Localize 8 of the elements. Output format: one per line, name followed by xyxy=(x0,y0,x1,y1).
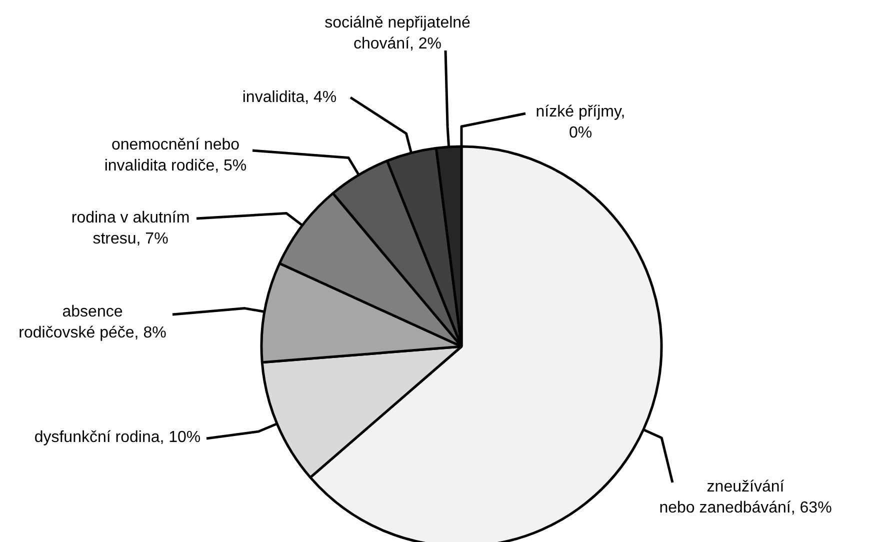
slice-label: rodina v akutním stresu, 7% xyxy=(71,209,190,248)
slice-label: dysfunkční rodina, 10% xyxy=(34,429,201,446)
slice-label: absence rodičovské péče, 8% xyxy=(18,303,166,342)
slice-label: onemocnění nebo invalidita rodiče, 5% xyxy=(104,136,247,175)
legend-label: nízké příjmy, 0% xyxy=(536,103,626,142)
slice-label: sociálně nepřijatelné chování, 2% xyxy=(324,14,471,53)
slice-label: invalidita, 4% xyxy=(242,89,337,106)
slice-label: zneužívání nebo zanedbávání, 63% xyxy=(659,478,832,517)
